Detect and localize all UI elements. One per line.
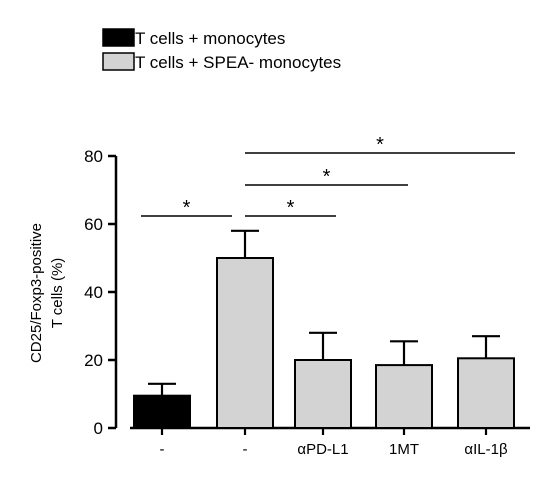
legend-swatch-t-cells-monocytes: [102, 28, 135, 47]
y-tick-label-40: 40: [84, 283, 103, 302]
bar-2: [294, 359, 352, 429]
bar-0: [133, 394, 191, 430]
y-axis-label: CD25/Foxp3-positive T cells (%): [28, 223, 66, 363]
bar-3: [375, 364, 433, 430]
significance-star-1: *: [287, 197, 295, 219]
bars: [133, 257, 515, 430]
bar-1: [216, 257, 274, 429]
y-tick-label-60: 60: [84, 215, 103, 234]
significance-star-2: *: [323, 166, 331, 188]
x-tick-label-0: -: [160, 441, 165, 458]
significance-star-0: *: [183, 197, 191, 219]
x-tick-label-3: 1MT: [389, 441, 419, 458]
legend-label-t-cells-spea-monocytes: T cells + SPEA- monocytes: [135, 53, 341, 72]
x-tick-label-2: αPD-L1: [297, 441, 348, 458]
legend-swatch-t-cells-spea-monocytes: [102, 52, 135, 71]
significance-brackets: * * * *: [141, 134, 515, 219]
y-tick-label-80: 80: [84, 147, 103, 166]
y-axis-label-line-1: CD25/Foxp3-positive: [28, 223, 45, 363]
y-axis-label-line-2: T cells (%): [49, 258, 66, 329]
legend-label-t-cells-monocytes: T cells + monocytes: [135, 29, 285, 48]
y-tick-label-0: 0: [94, 419, 103, 438]
x-tick-label-4: αIL-1β: [464, 441, 508, 458]
error-bars: [148, 229, 500, 396]
bar-4: [457, 357, 515, 429]
y-tick-label-20: 20: [84, 351, 103, 370]
x-tick-label-1: -: [243, 441, 248, 458]
legend: T cells + monocytes T cells + SPEA- mono…: [102, 28, 341, 72]
significance-star-3: *: [376, 134, 384, 156]
